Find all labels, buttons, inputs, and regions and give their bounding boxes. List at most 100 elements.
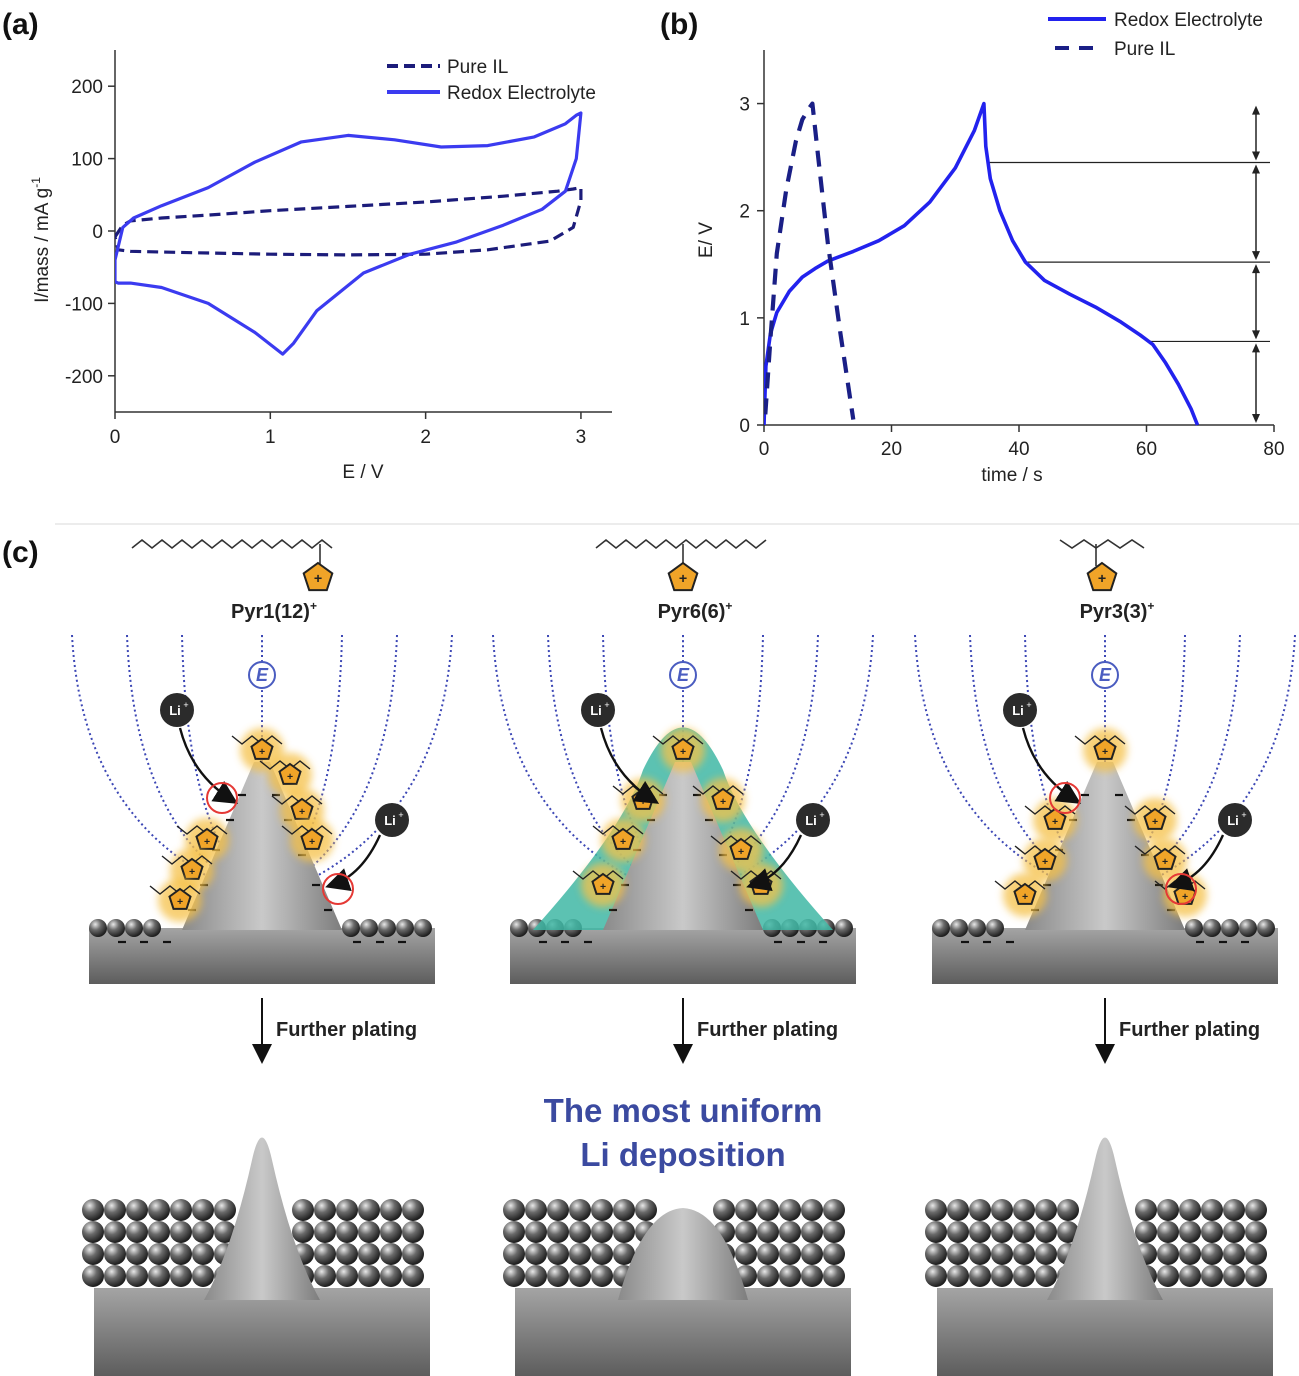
arrowhead-down: [1252, 414, 1260, 423]
li-sphere: [126, 1199, 148, 1221]
cation-ring-icon: +: [671, 737, 695, 760]
li-sphere: [613, 1243, 635, 1265]
li-sphere: [292, 1221, 314, 1243]
x-tick-label: 0: [759, 439, 770, 460]
li-sphere: [801, 1265, 823, 1287]
li-sphere: [380, 1221, 402, 1243]
cation-ring-icon: +: [711, 787, 735, 810]
li-sphere: [757, 1265, 779, 1287]
li-sphere: [148, 1265, 170, 1287]
li-sphere: [991, 1243, 1013, 1265]
alkyl-chain: [572, 870, 624, 880]
li-arrow: [599, 727, 660, 804]
li-sphere: [143, 919, 161, 937]
li-sphere: [932, 919, 950, 937]
li-sphere: [925, 1199, 947, 1221]
nucleation-site-marker: [1049, 782, 1081, 814]
cation-charge: +: [177, 897, 183, 908]
li-sphere: [314, 1199, 336, 1221]
li-sphere: [104, 1199, 126, 1221]
panel-label-a: (a): [2, 8, 39, 41]
li-sphere: [569, 1265, 591, 1287]
li-ion-charge: +: [398, 810, 403, 820]
center-caption-line2: Li deposition: [580, 1136, 785, 1173]
li-sphere: [1179, 1221, 1201, 1243]
li-sphere: [314, 1243, 336, 1265]
li-sphere: [779, 1221, 801, 1243]
li-sphere: [396, 919, 414, 937]
nucleation-site-marker: [1165, 873, 1197, 905]
li-ion-label: Li: [1012, 703, 1024, 718]
li-sphere: [950, 919, 968, 937]
li-ion-icon: Li +: [1218, 803, 1252, 837]
substrate-block: [937, 1288, 1273, 1376]
arrowhead-up: [1252, 164, 1260, 174]
x-tick-label: 1: [265, 427, 276, 448]
li-sphere: [192, 1199, 214, 1221]
lithium-dendrite-peak: [204, 1137, 320, 1300]
li-sphere: [779, 1199, 801, 1221]
li-sphere: [125, 919, 143, 937]
cation-ring-icon: +: [180, 857, 204, 880]
y-axis-label-main: I/mass / mA g: [32, 188, 53, 303]
alkyl-chain: [692, 785, 744, 795]
li-sphere: [104, 1265, 126, 1287]
alkyl-chain: [231, 735, 283, 745]
alkyl-chain: [994, 880, 1046, 890]
alkyl-chain: [1024, 805, 1076, 815]
alkyl-chain: [592, 825, 644, 835]
li-sphere: [148, 1199, 170, 1221]
cation-ring-icon: +: [591, 872, 615, 895]
li-sphere: [1157, 1265, 1179, 1287]
cation-ring-icon: +: [1043, 807, 1067, 830]
x-tick-label: 60: [1136, 439, 1157, 460]
schematic-column-1: +Pyr1(12)+E+++++++Li +Li +Further plating: [71, 538, 453, 1376]
li-sphere: [170, 1221, 192, 1243]
center-caption-line1: The most uniform: [544, 1092, 823, 1129]
li-ion-icon: Li +: [1003, 693, 1037, 727]
cation-charge: +: [600, 882, 606, 893]
li-ion-label: Li: [805, 813, 817, 828]
cation-ring-icon: +: [1093, 737, 1117, 760]
li-arrow: [1021, 727, 1082, 804]
li-sphere: [82, 1221, 104, 1243]
li-sphere: [735, 1221, 757, 1243]
li-sphere: [414, 919, 432, 937]
legend-label-redox: Redox Electrolyte: [1114, 10, 1263, 31]
li-sphere: [1013, 1265, 1035, 1287]
gcd-chart: 0 20 40 60 80 0 1 2 3 time / s E/ V Redox Electr…: [696, 10, 1285, 486]
molecule-label: Pyr6(6)+: [658, 599, 733, 623]
cation-ring-icon: +: [667, 561, 699, 592]
li-sphere: [358, 1221, 380, 1243]
li-sphere: [1135, 1221, 1157, 1243]
cation-charge: +: [679, 571, 687, 587]
cation-charge: +: [287, 772, 293, 783]
li-sphere: [1013, 1221, 1035, 1243]
li-sphere: [126, 1221, 148, 1243]
y-tick-label: 200: [71, 77, 103, 98]
li-sphere: [757, 1243, 779, 1265]
cv-chart: 0 1 2 3 -200 -100 0 100 200 E / V I/mass / mA g-…: [29, 50, 612, 483]
li-sphere: [613, 1199, 635, 1221]
alkyl-chain: [1134, 845, 1186, 855]
li-sphere: [1245, 1265, 1267, 1287]
substrate-block: [932, 928, 1278, 984]
cation-ring-icon: +: [300, 827, 324, 850]
cation-ring-icon: +: [611, 827, 635, 850]
li-sphere: [126, 1243, 148, 1265]
y-tick-label: 3: [739, 95, 750, 116]
field-label: E: [1099, 665, 1112, 685]
cation-charge: +: [1182, 892, 1188, 903]
li-sphere: [968, 919, 986, 937]
x-tick-label: 2: [420, 427, 431, 448]
y-tick-label: 0: [92, 222, 103, 243]
li-sphere: [336, 1243, 358, 1265]
field-label: E: [256, 665, 269, 685]
li-sphere: [525, 1199, 547, 1221]
li-sphere: [1179, 1265, 1201, 1287]
li-ion-charge: +: [819, 810, 824, 820]
li-sphere: [547, 1265, 569, 1287]
li-sphere: [1223, 1199, 1245, 1221]
x-tick-label: 40: [1008, 439, 1029, 460]
cation-charge: +: [189, 867, 195, 878]
